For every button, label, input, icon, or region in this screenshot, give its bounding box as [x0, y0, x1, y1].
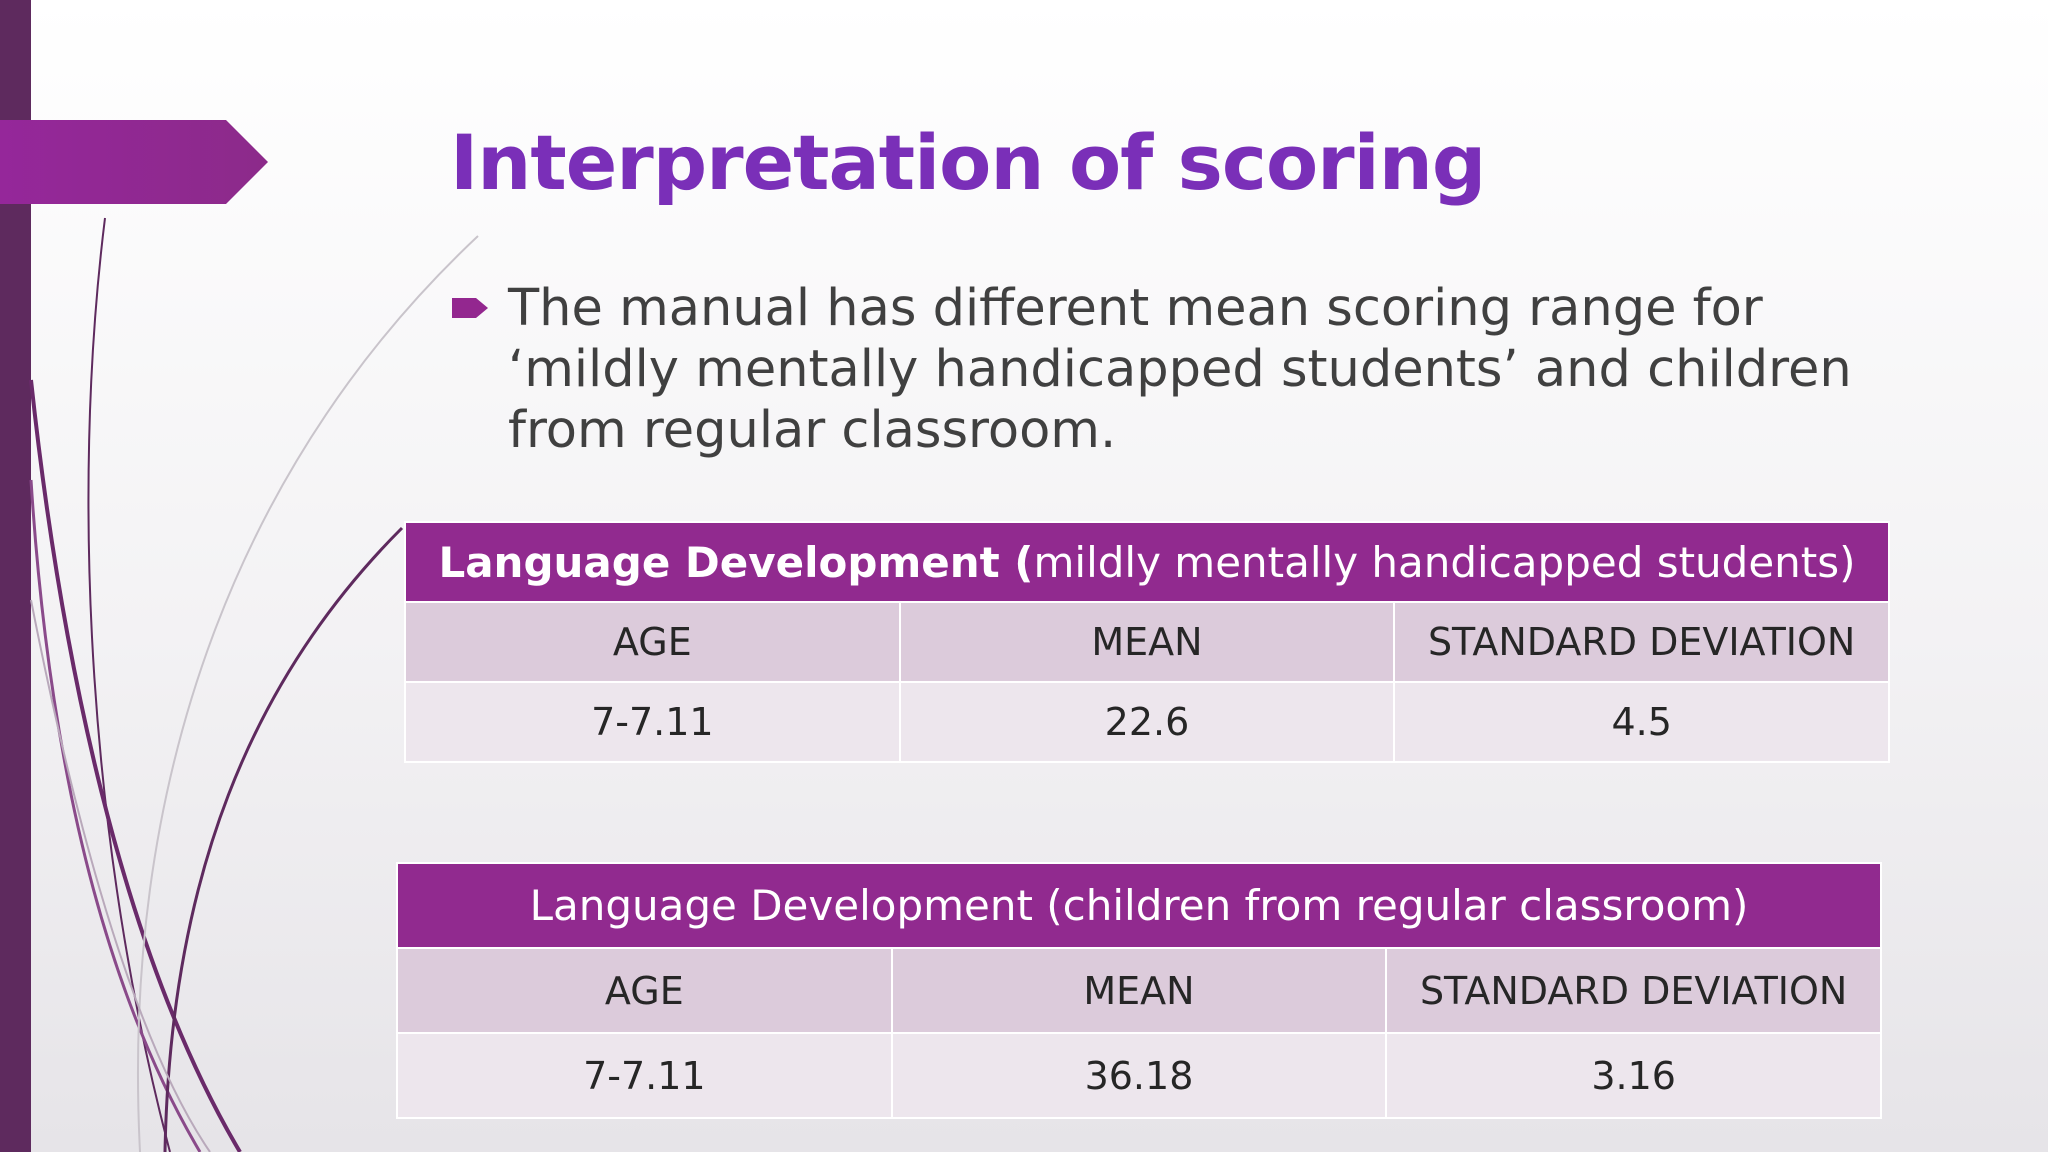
table-caption: Language Development (mildly mentally ha… [404, 521, 1890, 603]
header-cell: STANDARD DEVIATION [1393, 601, 1890, 683]
cell: 36.18 [890, 1032, 1388, 1119]
table: Language Development (mildly mentally ha… [404, 521, 1890, 763]
header-cell: STANDARD DEVIATION [1385, 947, 1882, 1034]
table: Language Development (children from regu… [396, 862, 1882, 1119]
header-cell: MEAN [890, 947, 1388, 1034]
caption-bold: Language Development ( [438, 537, 1034, 587]
cell: 7-7.11 [404, 681, 901, 763]
header-cell: AGE [396, 947, 893, 1034]
bullet: The manual has different mean scoring ra… [452, 278, 1912, 461]
cell: 7-7.11 [396, 1032, 893, 1119]
bullet-text: The manual has different mean scoring ra… [508, 279, 1852, 460]
cell: 3.16 [1385, 1032, 1882, 1119]
header-cell: AGE [404, 601, 901, 683]
bullet-icon [452, 298, 488, 318]
slide-title: Interpretation of scoring [450, 118, 1486, 207]
cell: 22.6 [898, 681, 1396, 763]
cell: 4.5 [1393, 681, 1890, 763]
table-caption: Language Development (children from regu… [396, 862, 1882, 949]
header-cell: MEAN [898, 601, 1396, 683]
caption: mildly mentally handicapped students) [1033, 537, 1856, 587]
